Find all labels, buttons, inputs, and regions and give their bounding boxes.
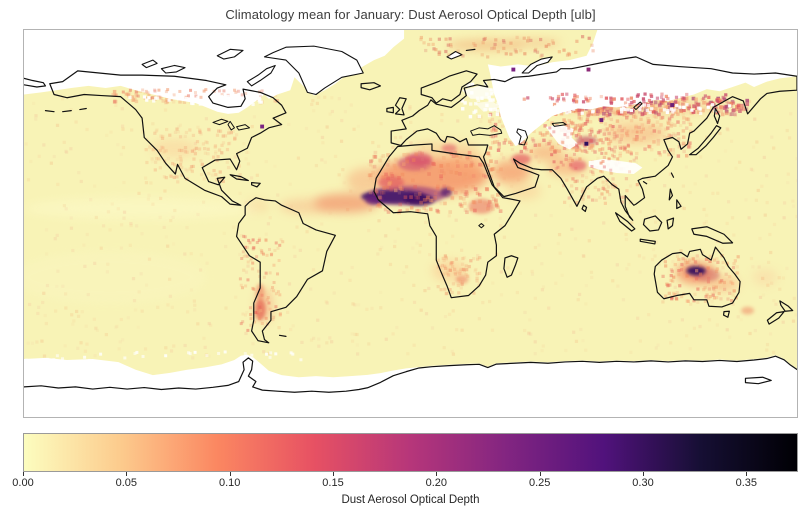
speckle-overlay — [24, 35, 736, 362]
colorbar: 0.00 0.05 0.10 0.15 0.20 0.25 0.30 0.35 Dust Ae… — [12, 433, 798, 506]
colorbar-tick — [229, 472, 231, 476]
colorbar-tick-label: 0.30 — [632, 477, 654, 489]
colorbar-tick-label: 0.05 — [115, 477, 138, 489]
colorbar-axis-label: Dust Aerosol Optical Depth — [341, 494, 480, 506]
colorbar-tick — [436, 472, 438, 476]
colorbar-tick-label: 0.25 — [528, 477, 551, 489]
colorbar-tick — [333, 472, 334, 476]
colorbar-tick — [23, 472, 24, 476]
colorbar-ticks — [23, 472, 798, 476]
colorbar-tick-labels: 0.00 0.05 0.10 0.15 0.20 0.25 0.30 0.35 — [12, 477, 798, 491]
colorbar-tick — [539, 472, 541, 476]
colorbar-tick — [643, 472, 644, 476]
world-map-canvas — [24, 30, 797, 417]
colorbar-gradient — [23, 433, 798, 472]
colorbar-tick-label: 0.15 — [322, 477, 344, 489]
colorbar-tick-label: 0.00 — [12, 477, 34, 489]
colorbar-tick-label: 0.35 — [735, 477, 758, 489]
plot-title: Climatology mean for January: Dust Aeros… — [225, 7, 596, 22]
world-map-plot — [23, 29, 798, 418]
colorbar-tick — [746, 472, 748, 476]
colorbar-tick-label: 0.10 — [218, 477, 241, 489]
colorbar-tick — [126, 472, 128, 476]
colorbar-tick-label: 0.20 — [425, 477, 448, 489]
